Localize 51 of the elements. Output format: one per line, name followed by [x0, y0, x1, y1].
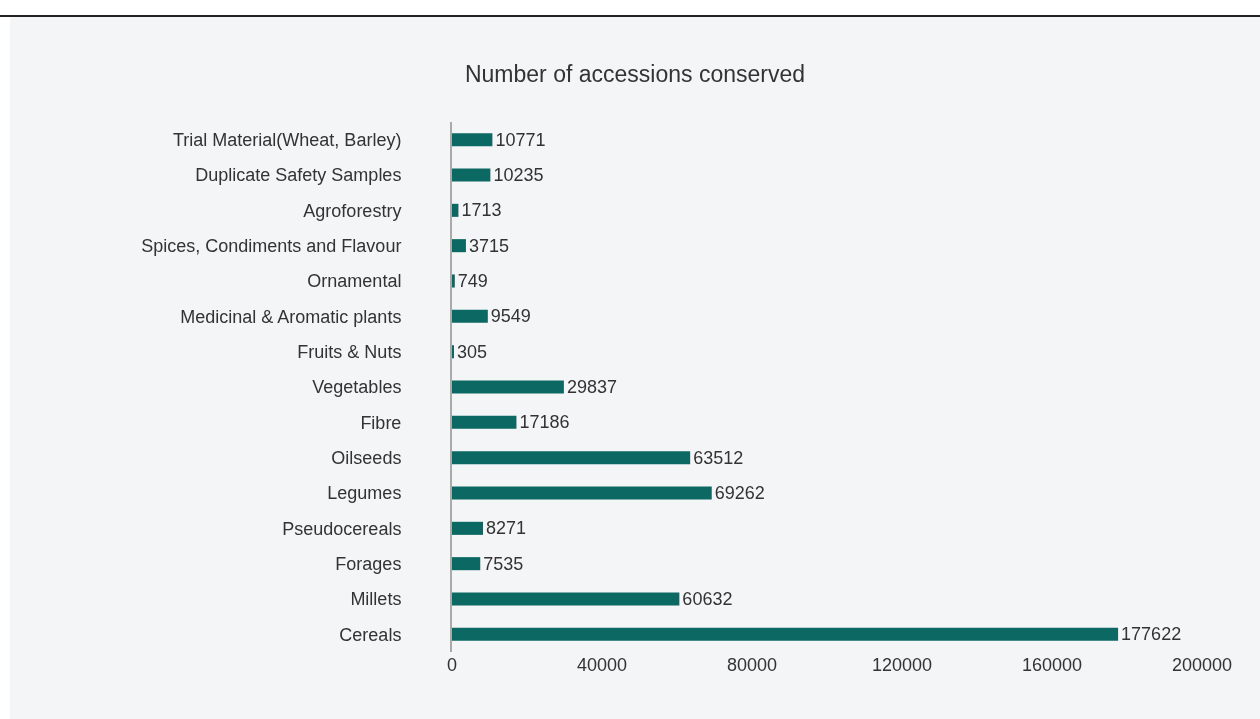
bar	[452, 486, 712, 500]
data-label: 177622	[1121, 624, 1182, 645]
bar	[452, 592, 680, 606]
x-tick-label: 200000	[1171, 655, 1233, 675]
bar	[452, 415, 517, 429]
y-tick-label: Medicinal & Aromatic plants	[180, 306, 402, 327]
bar	[452, 133, 493, 147]
y-tick-label: Vegetables	[312, 377, 402, 398]
data-label: 63512	[693, 447, 744, 468]
data-label: 10235	[493, 165, 544, 185]
y-tick-label: Millets	[350, 589, 402, 610]
bar	[452, 521, 484, 535]
bar	[452, 380, 564, 394]
data-label: 3715	[468, 235, 509, 256]
data-label: 10771	[495, 129, 546, 150]
y-tick-label: Forages	[335, 553, 402, 574]
y-tick-label: Ornamental	[307, 271, 402, 292]
data-label: 69262	[714, 483, 765, 503]
data-label: 60632	[682, 589, 733, 609]
y-tick-label: Fruits & Nuts	[297, 341, 402, 362]
bar	[452, 309, 488, 323]
bar	[452, 627, 1119, 641]
y-tick-label: Trial Material(Wheat, Barley)	[173, 129, 402, 150]
y-tick-label: Cereals	[339, 624, 402, 645]
y-tick-label: Fibre	[360, 412, 402, 433]
bar	[452, 274, 455, 288]
data-label: 17186	[519, 412, 570, 433]
data-label: 29837	[566, 377, 617, 397]
x-tick-label: 160000	[1021, 655, 1083, 675]
x-tick-label: 120000	[871, 655, 933, 675]
data-label: 305	[457, 341, 488, 362]
x-tick-label: 0	[446, 655, 458, 675]
bar	[452, 239, 466, 253]
y-tick-label: Pseudocereals	[282, 518, 402, 539]
bar	[452, 557, 481, 571]
y-tick-label: Agroforestry	[303, 200, 402, 221]
x-tick-label: 80000	[726, 655, 778, 675]
bar	[452, 203, 459, 217]
x-tick-label: 40000	[576, 655, 628, 675]
data-label: 9549	[490, 306, 531, 327]
y-tick-label: Duplicate Safety Samples	[195, 165, 402, 186]
y-tick-label: Oilseeds	[331, 447, 402, 468]
bar	[452, 168, 491, 182]
data-label: 749	[457, 271, 488, 291]
chart-title: Number of accessions conserved	[464, 61, 806, 88]
bar	[452, 451, 691, 465]
data-label: 8271	[486, 518, 527, 539]
y-tick-label: Legumes	[327, 483, 402, 504]
data-label: 1713	[461, 200, 502, 221]
y-tick-label: Spices, Condiments and Flavour	[141, 235, 402, 256]
data-label: 7535	[483, 553, 524, 574]
